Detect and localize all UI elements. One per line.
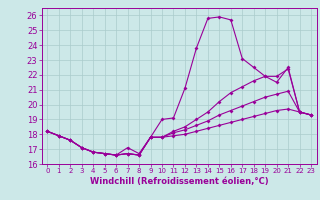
X-axis label: Windchill (Refroidissement éolien,°C): Windchill (Refroidissement éolien,°C) (90, 177, 268, 186)
